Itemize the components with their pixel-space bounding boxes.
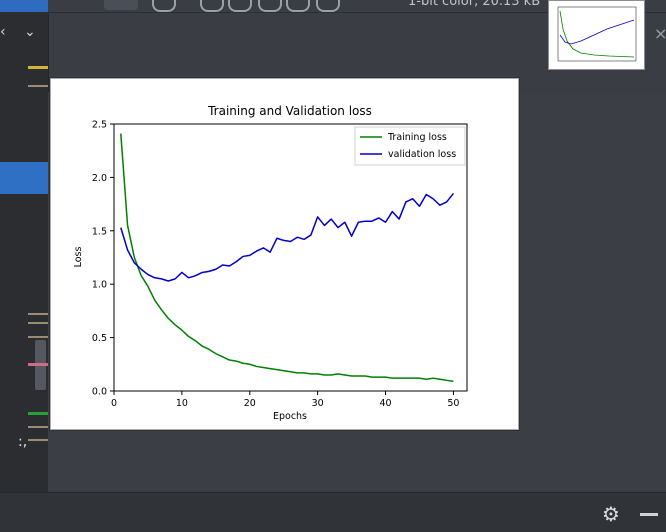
chevron-left-icon[interactable]: ‹ [0, 24, 6, 40]
selection-marker [0, 162, 48, 194]
ok-marker [28, 412, 48, 415]
series-lines [120, 133, 455, 383]
editor-gutter: ‹ ⌄ :, [0, 0, 49, 492]
series-line-validation [120, 192, 455, 282]
close-icon[interactable]: × [654, 24, 666, 43]
zoom-in-icon[interactable] [200, 0, 224, 12]
actual-size-icon[interactable] [258, 0, 282, 12]
x-tick-label: 50 [447, 398, 459, 409]
x-tick-label: 30 [312, 398, 324, 409]
error-marker [28, 363, 48, 366]
image-preview: Training and Validation loss Epochs Loss… [50, 78, 519, 430]
x-tick-label: 0 [111, 398, 117, 409]
legend-label-training: Training loss [387, 132, 447, 143]
legend-label-validation: validation loss [388, 149, 456, 160]
line-marker [28, 426, 48, 428]
y-axis-label: Loss [73, 247, 84, 268]
x-axis-label: Epochs [273, 411, 307, 422]
y-tick-label: 2.5 [92, 120, 107, 131]
y-tick-label: 1.0 [92, 280, 107, 291]
series-line-training [120, 133, 454, 383]
line-marker [28, 85, 48, 87]
line-marker [28, 336, 48, 338]
fit-icon[interactable] [152, 0, 176, 12]
status-bar [0, 492, 666, 532]
line-marker [28, 439, 48, 441]
image-info: 1-bit color, 20.13 kB [408, 0, 541, 9]
chart-title: Training and Validation loss [207, 104, 372, 118]
axis-ticks: 0 10 20 30 40 50 0.0 0.5 1.0 1.5 2.0 2.5 [92, 120, 460, 410]
y-tick-label: 0.0 [92, 387, 107, 398]
gutter-glyph-icon: :, [18, 434, 28, 450]
gutter-tab[interactable] [0, 0, 48, 12]
plot-area [113, 123, 468, 392]
color-picker-icon[interactable] [316, 0, 340, 12]
warning-marker [28, 66, 48, 69]
zoom-out-icon[interactable] [228, 0, 252, 12]
line-marker [28, 322, 48, 324]
legend-box [354, 126, 466, 166]
toolbar-active-button[interactable] [104, 0, 138, 10]
background-icon[interactable] [286, 0, 310, 12]
x-tick-label: 10 [176, 398, 188, 409]
y-tick-label: 2.0 [92, 173, 107, 184]
gear-icon[interactable]: ⚙ [602, 502, 620, 526]
y-tick-label: 0.5 [92, 333, 107, 344]
x-tick-label: 40 [379, 398, 391, 409]
y-tick-label: 1.5 [92, 226, 107, 237]
legend: Training loss validation loss [354, 126, 466, 166]
thumbnail-plot [557, 6, 637, 62]
gutter-chevrons[interactable]: ‹ ⌄ [0, 24, 48, 44]
line-marker [28, 313, 48, 315]
image-toolbar: 1-bit color, 20.13 kB [48, 0, 666, 13]
loss-chart: Training and Validation loss Epochs Loss… [73, 104, 468, 422]
x-tick-label: 20 [244, 398, 256, 409]
minimize-icon[interactable] [640, 513, 658, 516]
image-thumbnail[interactable] [548, 0, 645, 70]
chevron-down-icon[interactable]: ⌄ [24, 24, 36, 40]
